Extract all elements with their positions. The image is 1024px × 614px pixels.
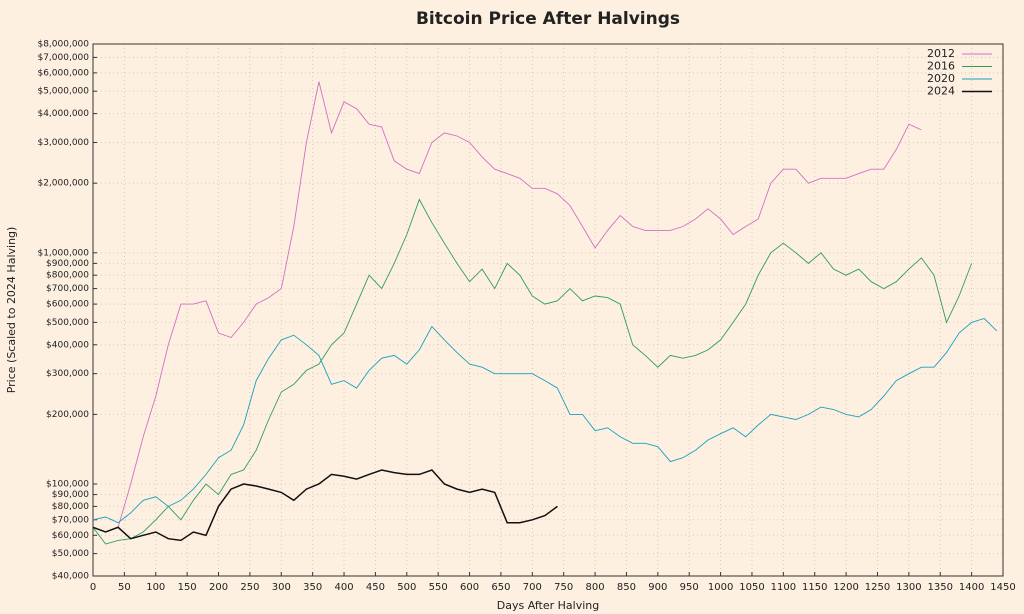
- y-tick-label: $80,000: [52, 502, 89, 512]
- y-tick-label: $90,000: [52, 490, 89, 500]
- series-line: [92, 317, 998, 524]
- y-tick-label: $600,000: [46, 300, 89, 310]
- y-tick-label: $5,000,000: [37, 87, 89, 97]
- y-tick-label: $4,000,000: [37, 109, 89, 119]
- y-tick-label: $70,000: [52, 515, 89, 525]
- y-tick-label: $500,000: [46, 318, 89, 328]
- y-tick-label: $6,000,000: [37, 68, 89, 78]
- x-tick-label: 600: [460, 582, 479, 593]
- x-tick-label: 1250: [865, 582, 890, 593]
- series-line: [92, 469, 558, 542]
- y-tick-label: $200,000: [46, 410, 89, 420]
- series-line: [92, 198, 973, 545]
- x-tick-label: 300: [272, 582, 291, 593]
- legend-label: 2024: [927, 85, 955, 98]
- chart-title: Bitcoin Price After Halvings: [416, 9, 680, 29]
- y-tick-label: $300,000: [46, 369, 89, 379]
- x-tick-label: 700: [523, 582, 542, 593]
- y-tick-label: $2,000,000: [37, 179, 89, 189]
- y-tick-label: $3,000,000: [37, 138, 89, 148]
- x-tick-label: 350: [303, 582, 322, 593]
- x-tick-label: 400: [334, 582, 353, 593]
- x-tick-label: 650: [491, 582, 510, 593]
- x-tick-label: 1150: [802, 582, 827, 593]
- x-tick-label: 1450: [990, 582, 1015, 593]
- x-tick-label: 1400: [959, 582, 984, 593]
- y-tick-label: $7,000,000: [37, 53, 89, 63]
- x-tick-label: 850: [617, 582, 636, 593]
- y-tick-label: $40,000: [52, 572, 89, 582]
- y-tick-label: $100,000: [46, 479, 89, 489]
- x-tick-label: 0: [90, 582, 96, 593]
- x-tick-label: 1100: [771, 582, 796, 593]
- x-tick-label: 500: [397, 582, 416, 593]
- legend-label: 2012: [927, 47, 955, 60]
- legend-label: 2020: [927, 72, 955, 85]
- x-tick-label: 150: [178, 582, 197, 593]
- x-tick-label: 1300: [896, 582, 921, 593]
- series-line: [117, 81, 922, 528]
- x-tick-label: 450: [366, 582, 385, 593]
- y-tick-label: $1,000,000: [37, 248, 89, 258]
- x-tick-label: 800: [586, 582, 605, 593]
- x-tick-label: 1350: [928, 582, 953, 593]
- x-tick-label: 100: [146, 582, 165, 593]
- y-tick-label: $60,000: [52, 531, 89, 541]
- x-tick-label: 200: [209, 582, 228, 593]
- y-tick-label: $50,000: [52, 549, 89, 559]
- y-tick-label: $900,000: [46, 259, 89, 269]
- plot-frame: [92, 43, 1004, 577]
- legend-label: 2016: [927, 60, 955, 73]
- x-tick-label: 50: [118, 582, 131, 593]
- x-tick-label: 1200: [833, 582, 858, 593]
- x-tick-label: 900: [648, 582, 667, 593]
- x-axis-label: Days After Halving: [497, 599, 599, 612]
- x-tick-label: 1000: [708, 582, 733, 593]
- x-tick-label: 550: [429, 582, 448, 593]
- x-tick-label: 950: [680, 582, 699, 593]
- y-tick-label: $400,000: [46, 340, 89, 350]
- y-tick-label: $700,000: [46, 284, 89, 294]
- y-axis-label: Price (Scaled to 2024 Halving): [5, 227, 18, 394]
- y-tick-label: $8,000,000: [37, 40, 89, 50]
- x-tick-label: 1050: [739, 582, 764, 593]
- y-tick-label: $800,000: [46, 271, 89, 281]
- x-tick-label: 250: [240, 582, 259, 593]
- x-tick-label: 750: [554, 582, 573, 593]
